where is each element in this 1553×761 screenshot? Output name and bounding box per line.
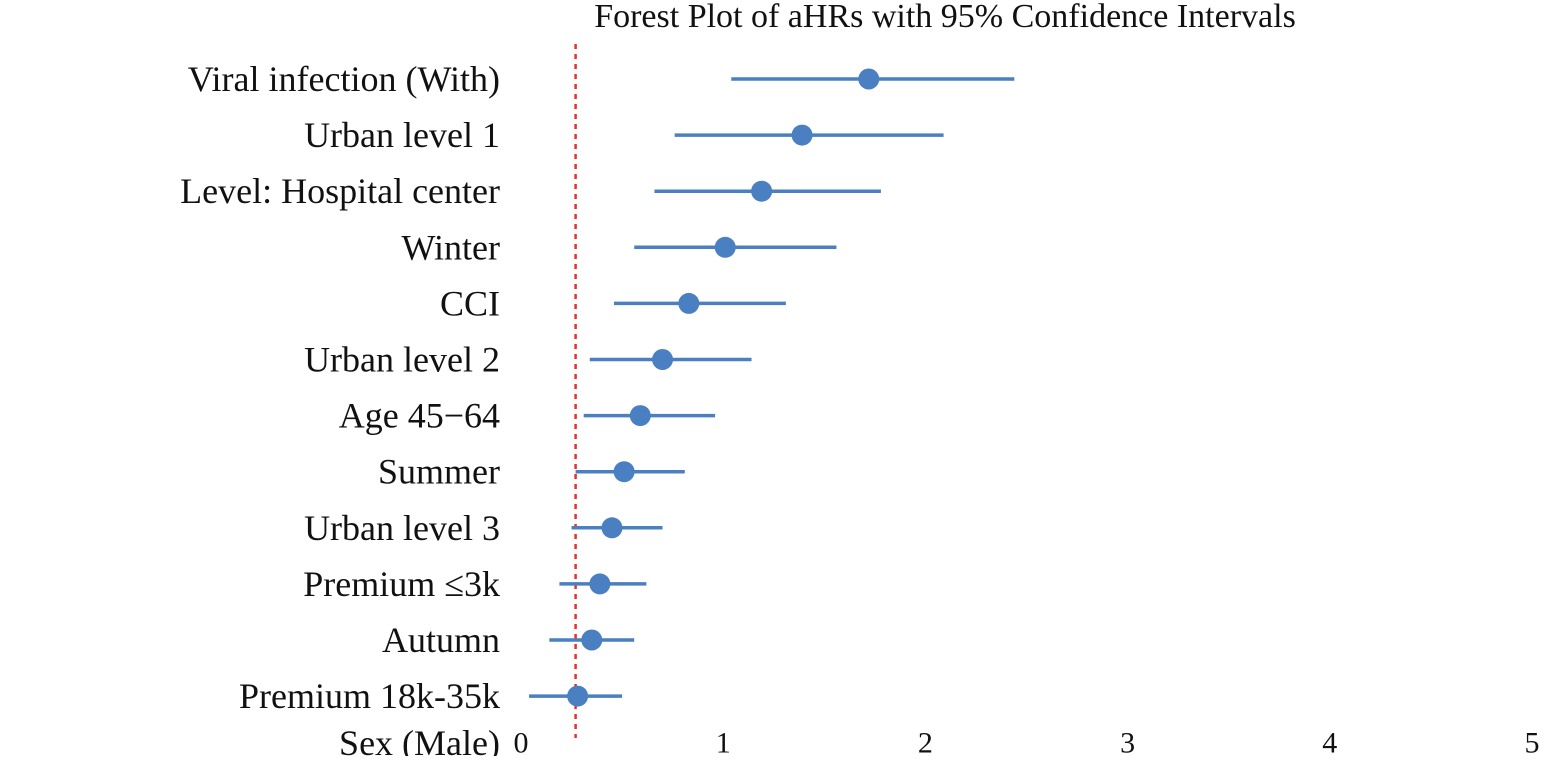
estimate-point xyxy=(678,292,700,314)
row-label: Premium 18k-35k xyxy=(239,676,500,716)
row-label: Winter xyxy=(401,227,500,267)
row-label: Autumn xyxy=(382,620,500,660)
estimate-point xyxy=(581,629,603,651)
estimate-point xyxy=(589,573,611,595)
row-label: Urban level 2 xyxy=(304,340,500,380)
estimate-point xyxy=(601,517,623,539)
estimate-point xyxy=(613,461,635,483)
estimate-point xyxy=(751,180,773,202)
x-tick-label: 2 xyxy=(918,727,933,757)
estimate-point xyxy=(567,685,589,707)
row-label: Urban level 3 xyxy=(304,508,500,548)
row-label: Urban level 1 xyxy=(304,115,500,155)
row-label: CCI xyxy=(440,283,500,323)
row-label: Premium ≤3k xyxy=(303,564,500,604)
x-tick-label: 3 xyxy=(1120,727,1135,757)
estimate-point xyxy=(791,124,813,146)
x-tick-label: 4 xyxy=(1322,727,1337,757)
estimate-point xyxy=(858,68,880,90)
estimate-point xyxy=(652,349,674,370)
row-label: Sex (Male) xyxy=(339,723,500,756)
row-label: Viral infection (With) xyxy=(188,59,500,99)
estimate-point xyxy=(714,236,736,258)
x-tick-label: 5 xyxy=(1525,727,1540,757)
x-tick-label: 0 xyxy=(514,727,529,757)
estimate-point xyxy=(629,405,651,427)
x-tick-label: 1 xyxy=(716,727,731,757)
row-label: Level: Hospital center xyxy=(180,171,500,211)
row-label: Summer xyxy=(378,452,500,492)
chart-title: Forest Plot of aHRs with 95% Confidence … xyxy=(594,0,1296,35)
row-label: Age 45−64 xyxy=(339,396,500,436)
